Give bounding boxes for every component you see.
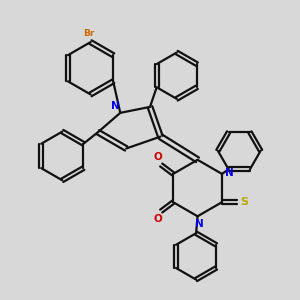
Text: N: N (225, 168, 234, 178)
Text: S: S (240, 197, 248, 207)
Text: O: O (154, 214, 163, 224)
Text: O: O (154, 152, 163, 162)
Text: N: N (111, 101, 119, 111)
Text: Br: Br (83, 28, 95, 38)
Text: N: N (195, 219, 203, 229)
